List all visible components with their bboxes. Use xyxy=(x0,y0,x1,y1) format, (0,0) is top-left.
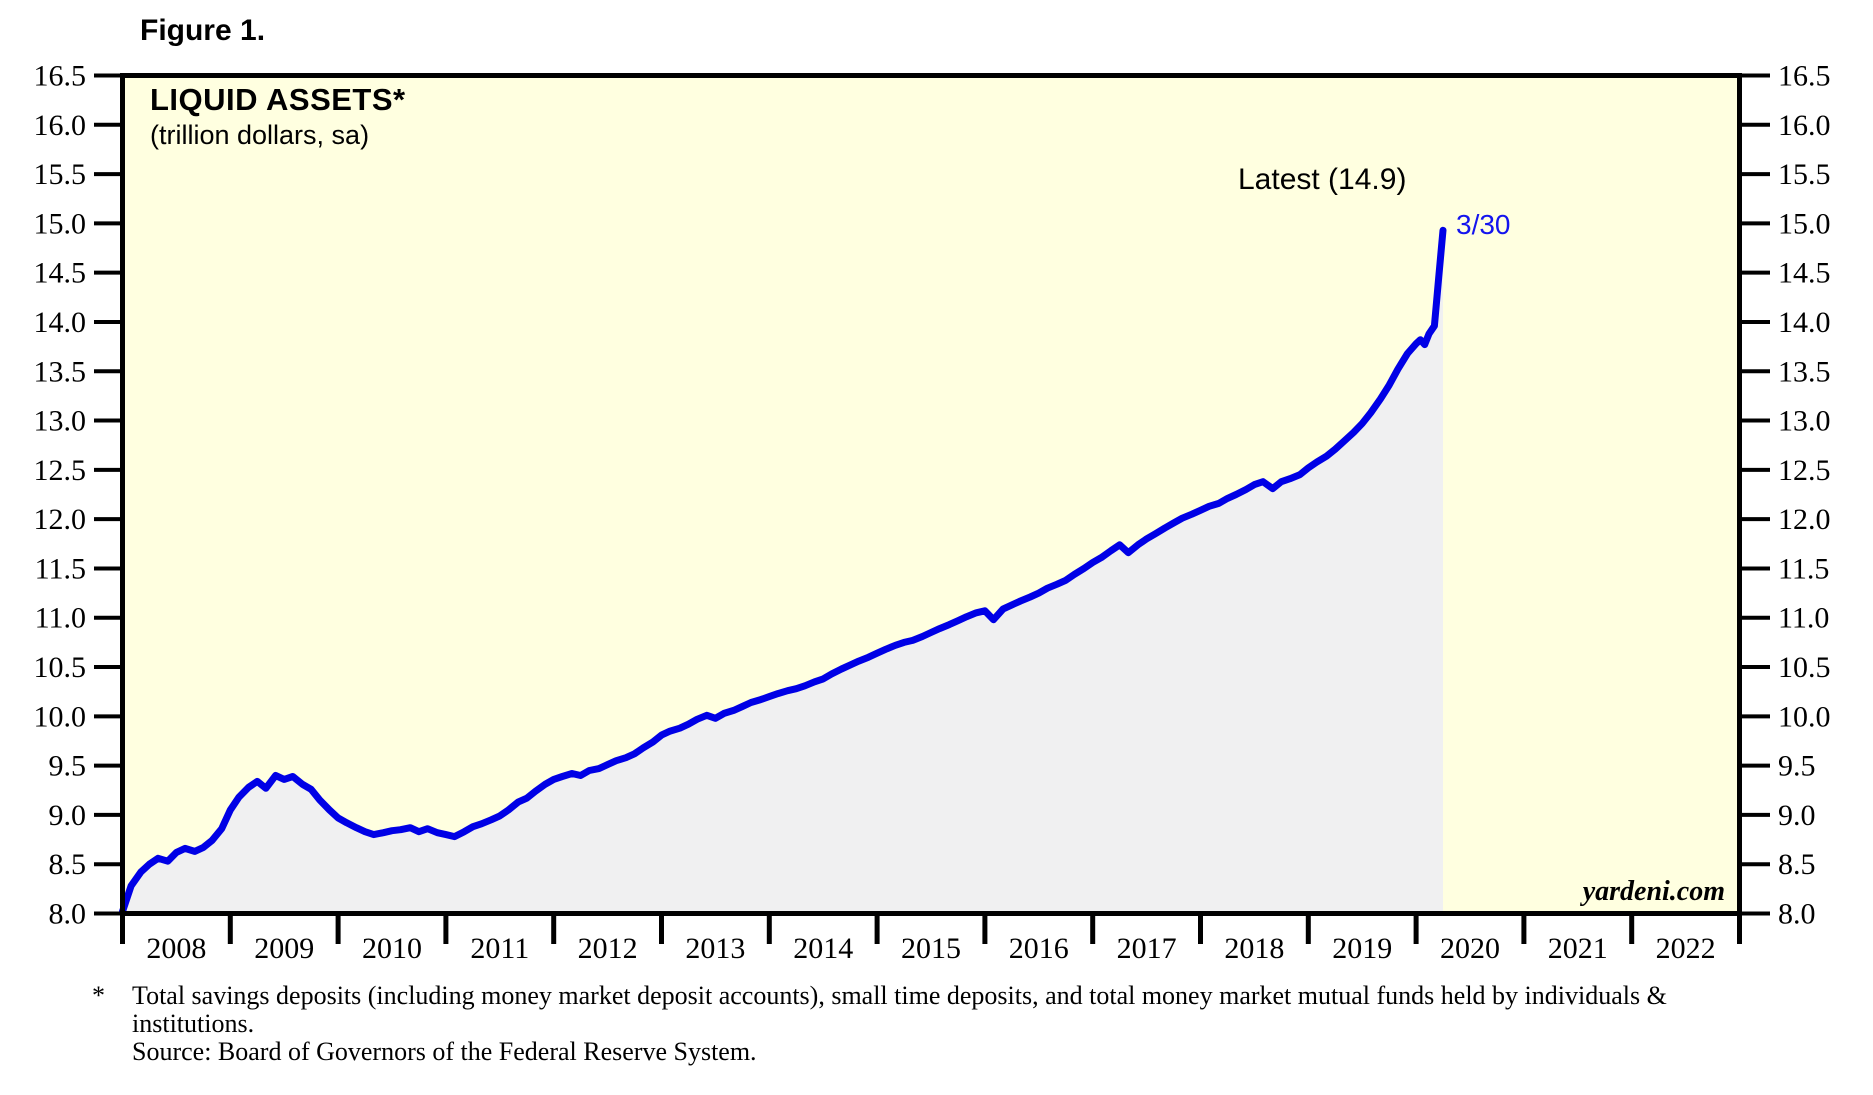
x-axis-year-label: 2013 xyxy=(685,932,745,965)
y-axis-label-left: 8.5 xyxy=(49,848,87,881)
x-axis-year-label: 2017 xyxy=(1117,932,1177,965)
y-axis-label-left: 16.5 xyxy=(34,60,87,93)
footnote: * Total savings deposits (including mone… xyxy=(92,982,1792,1066)
y-axis-label-left: 12.5 xyxy=(34,454,87,487)
y-axis-label-left: 10.0 xyxy=(34,700,87,733)
x-axis-year-label: 2016 xyxy=(1009,932,1069,965)
y-axis-label-left: 15.0 xyxy=(34,207,87,240)
y-axis-label-left: 10.5 xyxy=(34,651,87,684)
y-axis-label-left: 15.5 xyxy=(34,158,87,191)
y-axis-label-right: 13.5 xyxy=(1778,355,1831,388)
y-axis-label-right: 10.5 xyxy=(1778,651,1831,684)
x-axis-year-label: 2019 xyxy=(1332,932,1392,965)
y-axis-label-left: 11.5 xyxy=(35,552,86,585)
y-axis-label-right: 16.5 xyxy=(1778,60,1831,93)
liquid-assets-line xyxy=(119,226,1447,915)
y-axis-label-right: 14.0 xyxy=(1778,306,1831,339)
chart-subtitle: (trillion dollars, sa) xyxy=(150,120,370,150)
x-axis-year-label: 2014 xyxy=(793,932,853,965)
footnote-line-2: institutions. xyxy=(132,1009,255,1038)
x-axis-year-label: 2015 xyxy=(901,932,961,965)
latest-value-annotation: Latest (14.9) xyxy=(1238,163,1407,196)
watermark-yardeni: yardeni.com xyxy=(1582,876,1725,907)
x-axis-year-label: 2011 xyxy=(470,932,529,965)
y-axis-label-left: 16.0 xyxy=(34,109,87,142)
y-axis-label-right: 15.5 xyxy=(1778,158,1831,191)
y-axis-label-right: 9.5 xyxy=(1778,750,1816,783)
y-axis-label-left: 13.0 xyxy=(34,405,87,438)
y-axis-label-left: 14.5 xyxy=(34,257,87,290)
y-axis-label-left: 8.0 xyxy=(49,898,87,931)
y-axis-label-left: 11.0 xyxy=(35,602,86,635)
footnote-marker: * xyxy=(92,981,105,1010)
x-axis-year-label: 2012 xyxy=(578,932,638,965)
footnote-source: Source: Board of Governors of the Federa… xyxy=(132,1037,757,1066)
x-axis-year-label: 2010 xyxy=(362,932,422,965)
latest-date-annotation: 3/30 xyxy=(1456,209,1511,240)
y-axis-label-left: 9.5 xyxy=(49,750,87,783)
footnote-line-1: Total savings deposits (including money … xyxy=(132,981,1667,1010)
y-axis-label-right: 12.0 xyxy=(1778,503,1831,536)
x-axis-year-label: 2020 xyxy=(1440,932,1500,965)
x-axis-year-label: 2022 xyxy=(1656,932,1716,965)
y-axis-label-left: 9.0 xyxy=(49,799,87,832)
y-axis-label-right: 8.5 xyxy=(1778,848,1816,881)
x-axis-year-label: 2008 xyxy=(146,932,206,965)
x-axis-year-label: 2009 xyxy=(254,932,314,965)
y-axis-label-left: 14.0 xyxy=(34,306,87,339)
y-axis-label-right: 8.0 xyxy=(1778,898,1816,931)
y-axis-label-right: 11.5 xyxy=(1778,552,1829,585)
y-axis-label-right: 9.0 xyxy=(1778,799,1816,832)
area-fill xyxy=(122,230,1443,914)
y-axis-label-right: 12.5 xyxy=(1778,454,1831,487)
footnote-text: Total savings deposits (including money … xyxy=(132,982,1792,1066)
y-axis-label-right: 11.0 xyxy=(1778,602,1829,635)
y-axis-label-right: 14.5 xyxy=(1778,257,1831,290)
y-axis-label-right: 10.0 xyxy=(1778,700,1831,733)
y-axis-label-right: 16.0 xyxy=(1778,109,1831,142)
y-axis-label-left: 12.0 xyxy=(34,503,87,536)
y-axis-label-right: 15.0 xyxy=(1778,207,1831,240)
y-axis-label-left: 13.5 xyxy=(34,355,87,388)
y-axis-label-right: 13.0 xyxy=(1778,405,1831,438)
chart-title: LIQUID ASSETS* xyxy=(150,82,406,117)
x-axis-year-label: 2018 xyxy=(1224,932,1284,965)
figure-label: Figure 1. xyxy=(140,14,266,47)
x-axis-year-label: 2021 xyxy=(1548,932,1608,965)
